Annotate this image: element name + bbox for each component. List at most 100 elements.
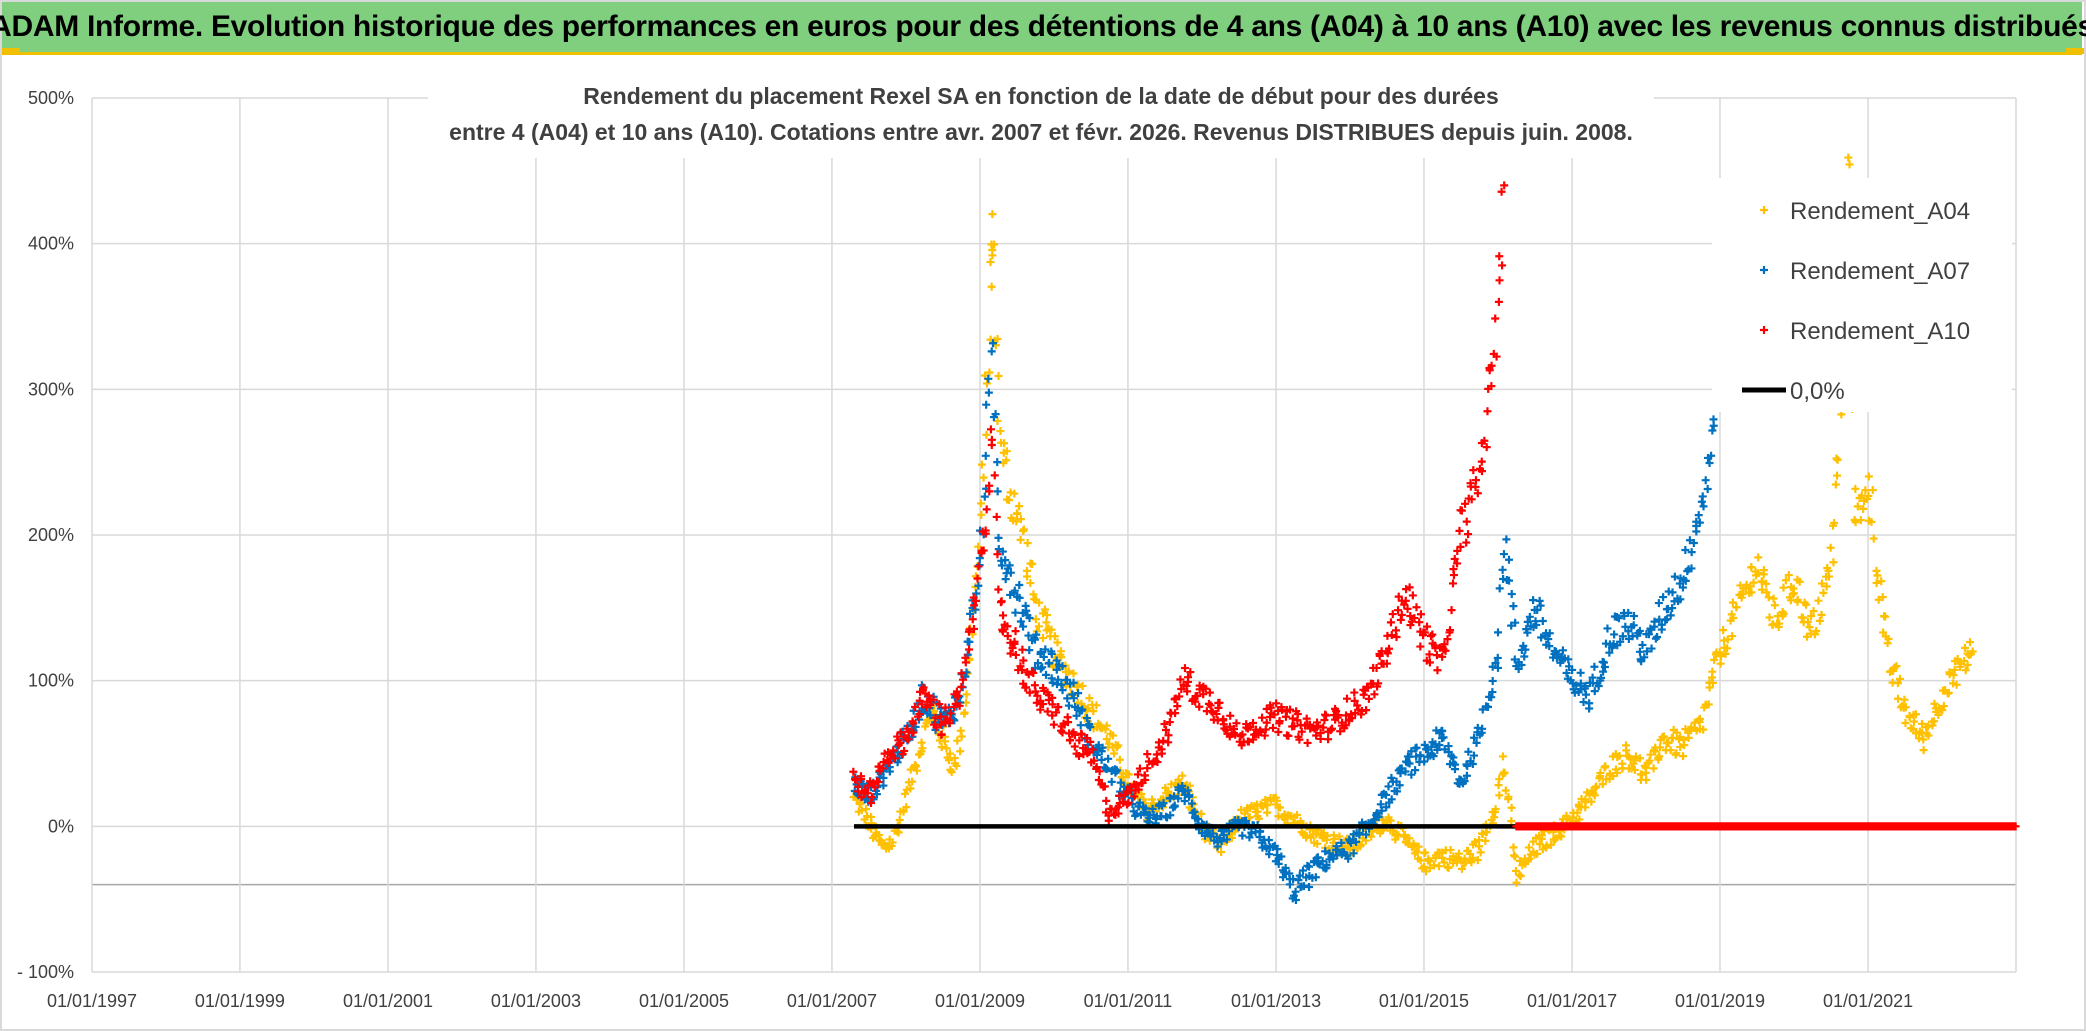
marker-rendement-a10 [1133,770,1142,779]
marker-rendement-a10 [1140,771,1149,780]
marker-rendement-a10 [1495,276,1504,285]
marker-rendement-a04 [1102,721,1111,730]
marker-rendement-a04 [1047,625,1056,634]
marker-rendement-a10 [1256,728,1265,737]
marker-rendement-a10 [1124,798,1133,807]
marker-rendement-a04 [953,736,962,745]
marker-rendement-a10 [964,627,973,636]
marker-rendement-a10 [1403,604,1412,613]
marker-rendement-a04 [1859,504,1868,513]
marker-rendement-a10 [936,720,945,729]
marker-rendement-a07 [1614,614,1623,623]
marker-rendement-a04 [1966,638,1975,647]
marker-rendement-a07 [1590,662,1599,671]
marker-rendement-a10 [1416,610,1425,619]
marker-rendement-a04 [962,690,971,699]
marker-rendement-a10 [1383,649,1392,658]
marker-rendement-a07 [1651,634,1660,643]
marker-rendement-a07 [1709,421,1718,430]
marker-rendement-a04 [1874,595,1883,604]
marker-rendement-a07 [1405,759,1414,768]
marker-rendement-a10 [1482,443,1491,452]
marker-rendement-a04 [1641,763,1650,772]
y-tick-label: 100% [28,671,74,691]
marker-rendement-a10 [1326,726,1335,735]
marker-rendement-a07 [1509,602,1518,611]
marker-rendement-a04 [1901,718,1910,727]
marker-rendement-a07 [1265,850,1274,859]
marker-rendement-a04 [1035,598,1044,607]
marker-rendement-a10 [1033,691,1042,700]
marker-rendement-a07 [893,748,902,757]
marker-rendement-a07 [1015,581,1024,590]
marker-rendement-a04 [1004,495,1013,504]
marker-rendement-a10 [1441,646,1450,655]
marker-rendement-a10 [904,735,913,744]
marker-rendement-a10 [1321,710,1330,719]
marker-rendement-a10 [874,778,883,787]
marker-rendement-a04 [1832,454,1841,463]
marker-rendement-a10 [1334,711,1343,720]
marker-rendement-a04 [1715,648,1724,657]
marker-rendement-a04 [1649,764,1658,773]
marker-rendement-a07 [987,347,996,356]
marker-rendement-a10 [1134,785,1143,794]
marker-rendement-a04 [1944,688,1953,697]
marker-rendement-a10 [864,781,873,790]
marker-rendement-a07 [1420,740,1429,749]
marker-rendement-a04 [1708,667,1717,676]
marker-rendement-a07 [1464,747,1473,756]
marker-rendement-a10 [992,512,1001,521]
marker-rendement-a10 [1114,809,1123,818]
marker-rendement-a04 [1573,808,1582,817]
marker-rendement-a10 [1102,796,1111,805]
marker-rendement-a04 [1420,862,1429,871]
marker-rendement-a10 [1420,628,1429,637]
marker-rendement-a10 [970,624,979,633]
marker-rendement-a07 [1585,699,1594,708]
legend-marker [1760,326,1768,334]
marker-rendement-a07 [1015,593,1024,602]
marker-rendement-a07 [1291,887,1300,896]
marker-rendement-a07 [1420,757,1429,766]
marker-rendement-a10 [1011,627,1020,636]
marker-rendement-a07 [1644,630,1653,639]
marker-rendement-a07 [1407,747,1416,756]
marker-rendement-a04 [1655,743,1664,752]
marker-rendement-a04 [1109,731,1117,740]
marker-rendement-a04 [1618,759,1627,768]
marker-rendement-a04 [1482,828,1491,837]
marker-rendement-a10 [937,730,946,739]
marker-rendement-a04 [996,427,1005,436]
marker-rendement-a04 [1421,848,1430,857]
marker-rendement-a04 [1471,837,1480,846]
marker-rendement-a10 [1462,517,1471,526]
y-tick-label: 200% [28,525,74,545]
marker-rendement-a04 [1444,863,1453,872]
marker-rendement-a10 [1183,687,1192,696]
marker-rendement-a10 [1019,656,1028,665]
marker-rendement-a07 [1477,728,1486,737]
marker-rendement-a07 [1019,622,1028,631]
marker-rendement-a10 [1165,718,1174,727]
marker-rendement-a10 [1180,664,1189,673]
marker-rendement-a04 [1646,750,1655,759]
marker-rendement-a04 [1476,848,1485,857]
marker-rendement-a07 [1472,738,1481,747]
marker-rendement-a10 [957,669,966,678]
marker-rendement-a04 [1905,712,1914,721]
marker-rendement-a07 [994,533,1003,542]
marker-rendement-a04 [1695,714,1704,723]
marker-rendement-a07 [1678,583,1687,592]
marker-rendement-a04 [1510,851,1519,860]
marker-rendement-a10 [1471,483,1480,492]
marker-rendement-a10 [1492,352,1501,361]
marker-rendement-a04 [1509,843,1518,852]
marker-rendement-a07 [1058,662,1067,671]
marker-rendement-a04 [1000,439,1009,448]
marker-rendement-a07 [1032,630,1041,639]
marker-rendement-a07 [1370,815,1378,824]
marker-rendement-a04 [1023,572,1032,581]
marker-rendement-a04 [1833,455,1842,464]
marker-rendement-a04 [1930,699,1939,708]
